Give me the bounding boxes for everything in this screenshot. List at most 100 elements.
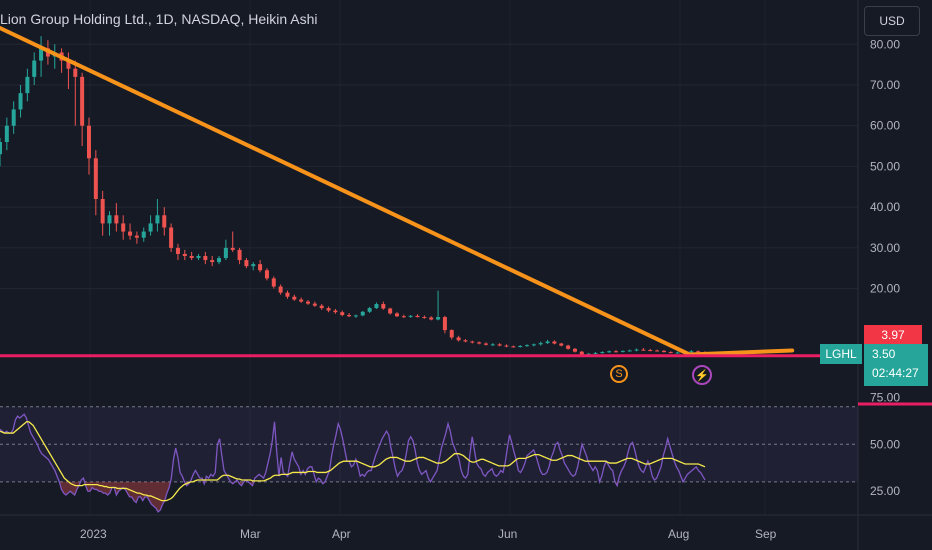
candle-body	[128, 231, 133, 236]
trendline	[687, 348, 795, 357]
earnings-marker-icon[interactable]: ⚡	[692, 365, 712, 385]
price-tag-high: 3.97	[864, 325, 922, 345]
candle-body	[73, 68, 78, 77]
candle-body	[264, 270, 269, 279]
candle-body	[497, 344, 502, 346]
symbol-tag: LGHL	[820, 344, 862, 364]
time-tick-label: Mar	[240, 527, 261, 541]
candle-body	[525, 345, 530, 347]
candle-body	[25, 76, 30, 94]
price-tick-label: 70.00	[870, 78, 900, 92]
candle-body	[340, 312, 345, 316]
candle-body	[504, 345, 509, 347]
last-price-value: 3.50	[872, 347, 896, 361]
candle-body	[360, 311, 365, 316]
candle-body	[333, 310, 338, 313]
chart-title: Lion Group Holding Ltd., 1D, NASDAQ, Hei…	[0, 11, 318, 27]
price-tick-label: 50.00	[870, 159, 900, 173]
candle-body	[429, 317, 434, 320]
candle-body	[230, 247, 235, 250]
rsi-tick-label: 75.00	[870, 390, 900, 404]
candle-body	[614, 351, 619, 353]
rsi-pane	[0, 406, 858, 513]
candle-body	[306, 301, 311, 304]
candle-body	[538, 343, 543, 345]
candle-body	[4, 125, 9, 142]
time-tick-label: Jun	[498, 527, 517, 541]
candle-body	[463, 340, 468, 342]
candle-body	[641, 349, 646, 351]
candle-body	[648, 350, 653, 352]
candle-body	[162, 215, 167, 228]
candle-body	[381, 304, 386, 309]
candle-body	[490, 344, 495, 346]
candle-body	[114, 215, 119, 224]
time-tick-label: Aug	[668, 527, 689, 541]
candle-body	[134, 235, 139, 238]
candle-body	[210, 260, 215, 263]
candle-body	[470, 341, 475, 343]
candle-body	[39, 48, 44, 61]
candle-body	[271, 278, 276, 287]
candle-body	[189, 256, 194, 259]
candle-body	[148, 223, 153, 232]
candle-body	[634, 349, 639, 351]
candle-body	[121, 223, 126, 232]
candle-body	[600, 352, 605, 354]
candle-body	[436, 317, 441, 320]
candle-body	[353, 315, 358, 317]
time-tick-label: Sep	[755, 527, 777, 541]
candle-body	[0, 142, 2, 155]
candle-body	[552, 341, 557, 344]
candle-body	[217, 258, 222, 263]
candle-body	[545, 341, 550, 344]
rsi-tick-label: 50.00	[870, 437, 900, 451]
price-tick-label: 20.00	[870, 282, 900, 296]
candle-body	[518, 345, 523, 347]
candle-body	[559, 343, 564, 346]
axes: 80.00 70.00 60.00 50.00 40.00 30.00 20.00 75.00…	[80, 37, 900, 541]
candle-body	[388, 308, 393, 314]
candle-body	[80, 76, 85, 126]
candle-body	[593, 352, 598, 354]
price-tick-label: 30.00	[870, 241, 900, 255]
price-tick-label: 60.00	[870, 119, 900, 133]
candle-body	[100, 199, 105, 224]
candle-body	[689, 351, 694, 353]
candle-body	[244, 260, 249, 267]
candle-body	[456, 337, 461, 341]
time-tick-label: 2023	[80, 527, 107, 541]
candle-body	[312, 303, 317, 306]
drawings	[0, 26, 932, 406]
price-tick-label: 40.00	[870, 200, 900, 214]
candle-body	[620, 350, 625, 352]
rsi-line	[0, 413, 706, 513]
candle-body	[408, 315, 413, 317]
candle-body	[196, 256, 201, 259]
split-marker-icon[interactable]: S	[610, 365, 628, 383]
candle-body	[572, 348, 577, 352]
candle-body	[18, 93, 23, 110]
candle-body	[182, 253, 187, 256]
candle-body	[668, 352, 673, 354]
candle-body	[326, 308, 331, 311]
candle-body	[292, 296, 297, 300]
currency-button[interactable]: USD	[864, 6, 920, 36]
price-tick-label: 80.00	[870, 37, 900, 51]
candle-body	[483, 343, 488, 345]
candle-body	[415, 315, 420, 318]
candle-body	[627, 350, 632, 352]
candle-body	[107, 215, 112, 224]
candle-body	[586, 353, 591, 355]
candle-body	[278, 286, 283, 293]
candle-body	[11, 109, 16, 126]
candle-body	[401, 316, 406, 318]
candle-body	[367, 308, 372, 312]
candle-body	[394, 313, 399, 317]
candle-body	[566, 345, 571, 349]
candle-body	[579, 351, 584, 355]
candle-body	[251, 264, 256, 267]
candle-body	[477, 342, 482, 344]
